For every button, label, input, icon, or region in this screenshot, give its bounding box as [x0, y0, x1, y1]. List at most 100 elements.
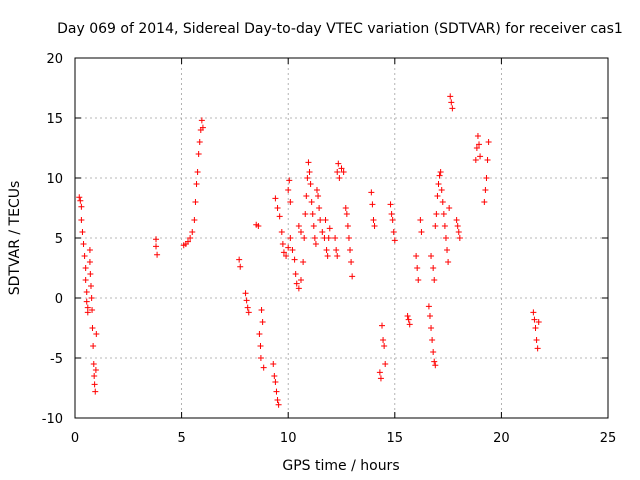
data-point	[194, 169, 201, 175]
data-point	[415, 277, 422, 283]
data-point	[91, 373, 98, 379]
data-point	[256, 331, 263, 337]
data-point	[292, 271, 299, 277]
data-point	[455, 229, 462, 235]
y-tick-label: 0	[55, 292, 63, 307]
data-point	[82, 265, 89, 271]
data-point	[274, 397, 281, 403]
data-point	[532, 325, 539, 331]
data-point	[387, 201, 394, 208]
data-point	[89, 325, 96, 331]
x-tick-label: 0	[71, 431, 79, 446]
data-point	[313, 187, 320, 193]
data-point	[448, 99, 455, 106]
y-tick-label: -5	[50, 352, 63, 367]
data-point	[322, 217, 329, 223]
data-point	[324, 253, 331, 259]
data-point	[291, 256, 298, 263]
data-point	[271, 373, 278, 379]
x-tick-label: 10	[280, 431, 297, 446]
x-tick-label: 20	[493, 431, 510, 446]
data-point	[257, 343, 264, 349]
data-point	[342, 205, 349, 211]
y-tick-label: 15	[46, 112, 63, 127]
data-point	[432, 362, 439, 369]
data-point	[272, 195, 279, 202]
data-point	[187, 235, 194, 241]
grid-layer	[75, 58, 608, 418]
data-point	[484, 157, 491, 163]
data-point	[447, 93, 454, 100]
data-point	[482, 187, 489, 193]
data-point	[307, 181, 314, 187]
data-point	[81, 253, 88, 259]
data-point	[381, 343, 388, 349]
data-point	[472, 157, 479, 163]
data-point	[87, 283, 94, 289]
data-point	[377, 375, 384, 382]
y-tick-label: 20	[46, 52, 63, 67]
y-tick-label: -10	[42, 412, 63, 427]
data-point	[287, 199, 294, 205]
data-point	[368, 189, 375, 196]
data-point	[297, 277, 304, 283]
data-point	[435, 181, 442, 187]
data-point	[454, 223, 461, 229]
data-point	[348, 259, 355, 265]
data-point	[259, 319, 266, 325]
data-point	[245, 309, 252, 316]
data-point	[295, 223, 302, 229]
data-point	[442, 235, 449, 241]
data-point	[315, 193, 322, 199]
data-point	[191, 217, 198, 223]
data-point	[533, 337, 540, 343]
data-point	[279, 241, 286, 247]
data-point	[275, 401, 282, 408]
data-point	[88, 295, 95, 301]
data-point	[84, 309, 91, 316]
data-point	[92, 388, 99, 395]
data-point	[430, 349, 437, 355]
data-point	[413, 253, 420, 259]
data-point	[90, 343, 97, 349]
data-point	[473, 145, 480, 151]
data-point	[445, 259, 452, 265]
data-point	[474, 133, 481, 139]
data-point	[76, 194, 83, 201]
plot-frame	[74, 57, 609, 419]
data-point	[431, 358, 438, 365]
data-point	[389, 217, 396, 223]
data-point	[91, 381, 98, 388]
data-point	[334, 253, 341, 259]
data-point	[310, 223, 317, 229]
data-point	[276, 213, 283, 220]
data-point	[349, 273, 356, 280]
data-point	[89, 307, 96, 313]
data-point	[80, 241, 87, 247]
data-point	[325, 235, 332, 241]
data-point	[308, 199, 315, 205]
data-point	[289, 247, 296, 253]
data-point	[236, 256, 243, 263]
data-point	[345, 235, 352, 241]
data-point	[481, 199, 488, 205]
data-point	[476, 141, 483, 148]
y-tick-label: 10	[46, 172, 63, 187]
data-point	[278, 229, 285, 235]
data-point	[382, 361, 389, 367]
data-point	[286, 177, 293, 184]
data-point	[154, 251, 161, 258]
data-point	[406, 321, 413, 328]
data-point	[417, 217, 424, 223]
data-point	[312, 241, 319, 247]
data-point	[295, 285, 302, 292]
data-point	[434, 193, 441, 199]
data-point	[483, 175, 490, 181]
data-point	[425, 303, 432, 310]
data-point	[287, 235, 294, 241]
data-point	[317, 217, 324, 223]
data-point	[92, 367, 99, 373]
data-point	[336, 175, 343, 181]
